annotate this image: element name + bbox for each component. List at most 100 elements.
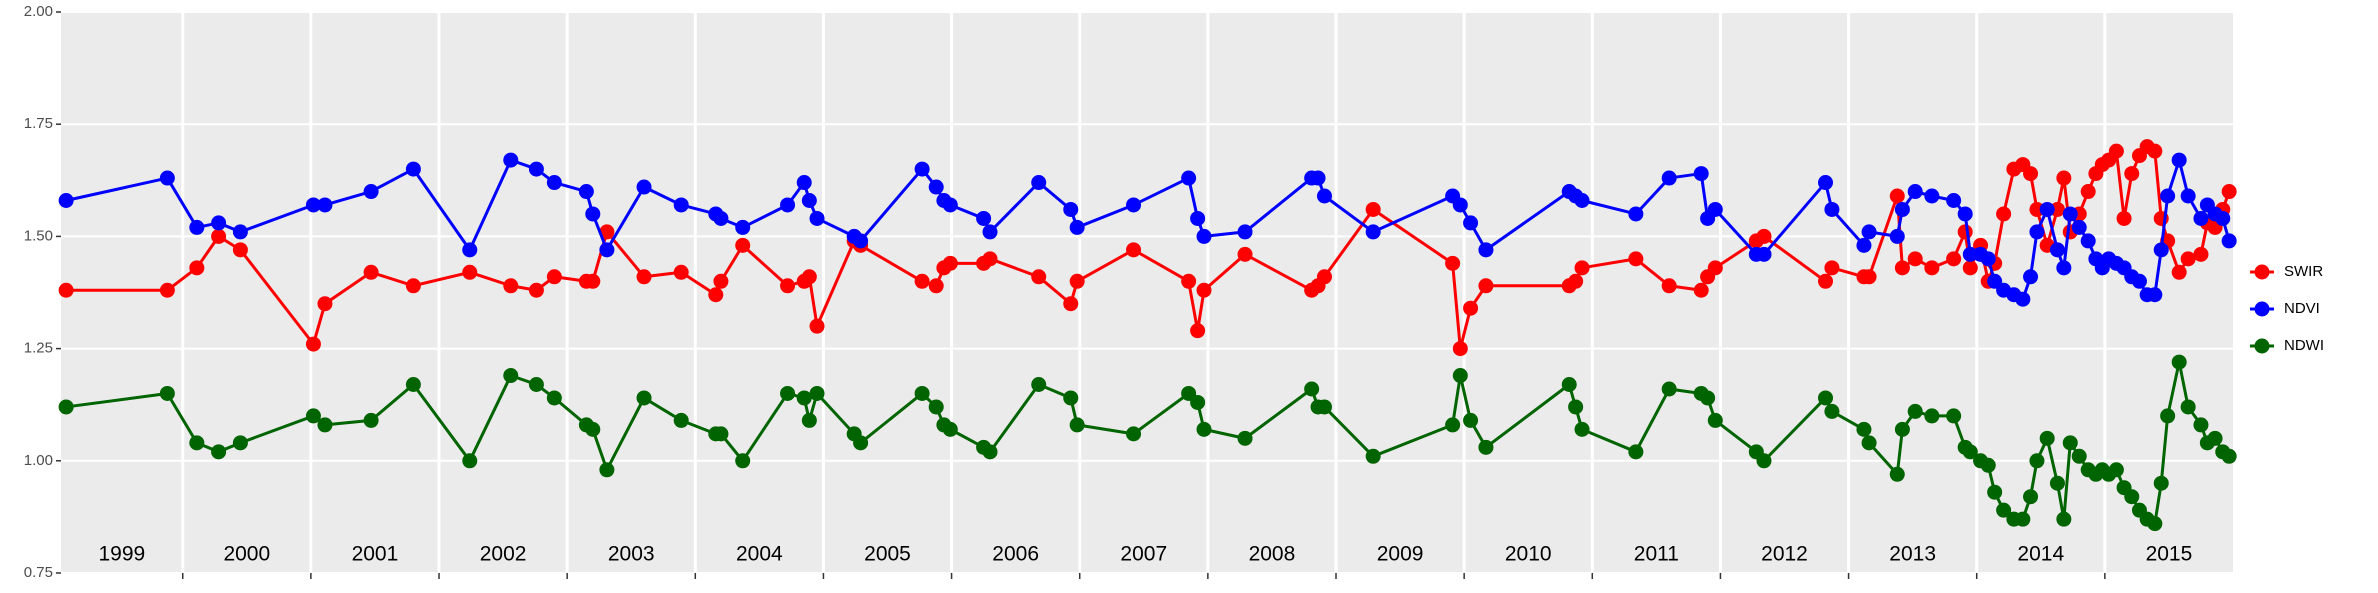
data-point <box>1861 435 1877 451</box>
data-point <box>2221 184 2237 200</box>
data-point <box>1962 444 1978 460</box>
data-point <box>1946 192 1962 208</box>
data-point <box>1996 206 2012 222</box>
data-point <box>189 260 205 276</box>
data-point <box>578 184 594 200</box>
data-point <box>1856 237 1872 253</box>
data-point <box>585 421 601 437</box>
year-label: 2005 <box>864 543 911 566</box>
data-point <box>780 197 796 213</box>
data-point <box>1190 323 1206 339</box>
data-point <box>1181 170 1197 186</box>
data-point <box>2029 201 2045 217</box>
data-point <box>853 435 869 451</box>
series <box>58 139 2237 357</box>
data-point <box>708 287 724 303</box>
series <box>58 354 2237 532</box>
legend-key-point <box>2254 338 2270 354</box>
data-point <box>2071 448 2087 464</box>
data-point <box>58 282 74 298</box>
data-point <box>2160 188 2176 204</box>
data-point <box>2015 511 2031 527</box>
year-label: 2010 <box>1505 543 1552 566</box>
data-point <box>2108 462 2124 478</box>
data-point <box>528 377 544 393</box>
data-point <box>928 278 944 294</box>
data-point <box>2124 489 2140 505</box>
data-point <box>2029 453 2045 469</box>
y-tick-label: 1.25 <box>24 340 53 357</box>
data-point <box>809 318 825 334</box>
data-point <box>1756 246 1772 262</box>
data-point <box>636 390 652 406</box>
data-point <box>2193 246 2209 262</box>
data-point <box>1463 412 1479 428</box>
data-point <box>1818 390 1834 406</box>
data-point <box>2221 233 2237 249</box>
data-point <box>1568 399 1584 415</box>
data-point <box>1980 251 1996 267</box>
year-label: 2007 <box>1120 543 1167 566</box>
data-point <box>1310 170 1326 186</box>
data-point <box>673 264 689 280</box>
data-point <box>159 385 175 401</box>
data-point <box>58 399 74 415</box>
data-point <box>1063 390 1079 406</box>
data-point <box>2023 489 2039 505</box>
data-point <box>189 435 205 451</box>
data-point <box>1069 273 1085 289</box>
data-point <box>2131 273 2147 289</box>
data-point <box>2147 516 2163 532</box>
data-point <box>942 255 958 271</box>
data-point <box>982 251 998 267</box>
data-point <box>232 435 248 451</box>
data-point <box>801 412 817 428</box>
data-point <box>317 197 333 213</box>
data-point <box>1463 215 1479 231</box>
data-point <box>1304 381 1320 397</box>
data-point <box>1478 439 1494 455</box>
data-point <box>2023 269 2039 285</box>
year-label: 2012 <box>1761 543 1808 566</box>
data-point <box>801 269 817 285</box>
legend-label: NDVI <box>2284 300 2320 317</box>
data-point <box>1907 184 1923 200</box>
data-point <box>232 224 248 240</box>
data-point <box>1889 228 1905 244</box>
data-point <box>585 206 601 222</box>
legend-label: SWIR <box>2284 263 2323 280</box>
data-point <box>673 197 689 213</box>
data-point <box>1196 282 1212 298</box>
data-point <box>1568 273 1584 289</box>
legend-label: NDWI <box>2284 337 2324 354</box>
data-point <box>1924 408 1940 424</box>
data-point <box>1856 421 1872 437</box>
data-point <box>1478 278 1494 294</box>
data-point <box>1924 260 1940 276</box>
data-point <box>796 175 812 191</box>
data-point <box>713 426 729 442</box>
data-point <box>735 219 751 235</box>
data-point <box>1889 188 1905 204</box>
data-point <box>211 215 227 231</box>
data-point <box>1181 273 1197 289</box>
data-point <box>2056 170 2072 186</box>
data-point <box>1824 260 1840 276</box>
data-point <box>2180 251 2196 267</box>
year-label: 1999 <box>99 543 146 566</box>
data-point <box>599 242 615 258</box>
plot-panel <box>61 12 2233 573</box>
data-point <box>1957 224 1973 240</box>
data-point <box>1946 251 1962 267</box>
data-point <box>2116 210 2132 226</box>
data-point <box>305 336 321 352</box>
data-point <box>1987 484 2003 500</box>
data-point <box>1316 188 1332 204</box>
data-point <box>2180 399 2196 415</box>
data-point <box>1861 269 1877 285</box>
data-point <box>363 184 379 200</box>
y-tick-label: 1.75 <box>24 115 53 132</box>
data-point <box>305 408 321 424</box>
data-point <box>1452 341 1468 357</box>
data-point <box>636 269 652 285</box>
